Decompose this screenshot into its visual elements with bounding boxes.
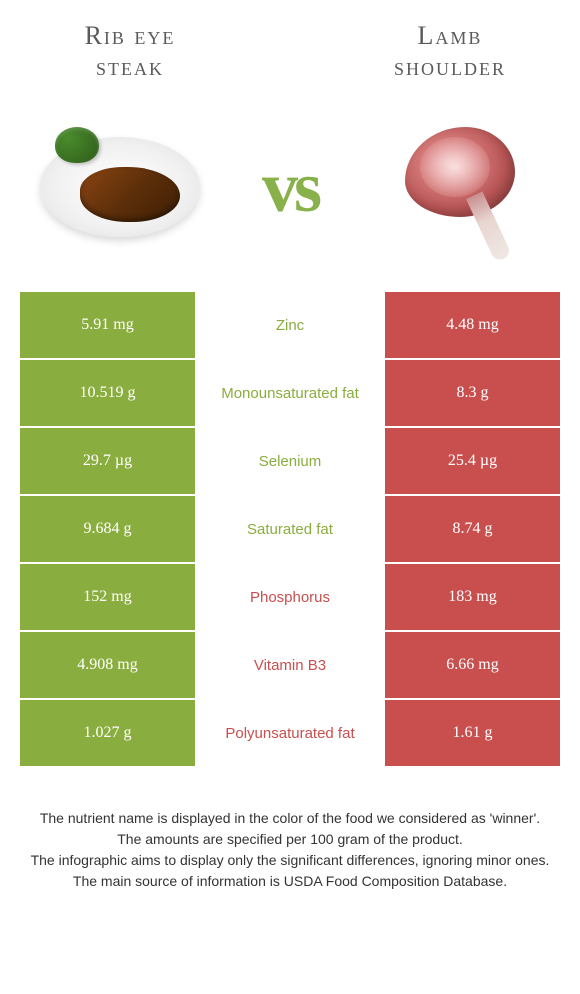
comparison-table: 5.91 mgZinc4.48 mg10.519 gMonounsaturate… [0,292,580,768]
table-row: 1.027 gPolyunsaturated fat1.61 g [20,700,560,768]
right-food-image [370,117,550,257]
left-title-line1: Rib eye [85,21,176,50]
right-value: 4.48 mg [385,292,560,358]
left-value: 5.91 mg [20,292,195,358]
right-value: 1.61 g [385,700,560,766]
nutrient-label: Selenium [195,428,385,494]
vs-label: vs [262,146,318,229]
left-food-image [30,117,210,257]
right-value: 8.74 g [385,496,560,562]
nutrient-label: Saturated fat [195,496,385,562]
footer-line-1: The nutrient name is displayed in the co… [20,808,560,829]
table-row: 29.7 µgSelenium25.4 µg [20,428,560,496]
table-row: 152 mgPhosphorus183 mg [20,564,560,632]
right-value: 8.3 g [385,360,560,426]
nutrient-label: Zinc [195,292,385,358]
footer-notes: The nutrient name is displayed in the co… [0,768,580,912]
left-value: 1.027 g [20,700,195,766]
table-row: 5.91 mgZinc4.48 mg [20,292,560,360]
images-row: vs [0,92,580,292]
right-title-line1: Lamb [418,21,483,50]
left-value: 4.908 mg [20,632,195,698]
left-value: 152 mg [20,564,195,630]
left-title-line2: steak [96,52,164,81]
header: Rib eye steak Lamb shoulder [0,0,580,92]
footer-line-3: The infographic aims to display only the… [20,850,560,871]
table-row: 4.908 mgVitamin B36.66 mg [20,632,560,700]
nutrient-label: Phosphorus [195,564,385,630]
left-title: Rib eye steak [30,20,230,82]
right-value: 6.66 mg [385,632,560,698]
footer-line-2: The amounts are specified per 100 gram o… [20,829,560,850]
left-value: 29.7 µg [20,428,195,494]
nutrient-label: Polyunsaturated fat [195,700,385,766]
left-value: 9.684 g [20,496,195,562]
right-title-line2: shoulder [394,52,506,81]
left-value: 10.519 g [20,360,195,426]
right-title: Lamb shoulder [350,20,550,82]
right-value: 183 mg [385,564,560,630]
table-row: 9.684 gSaturated fat8.74 g [20,496,560,564]
footer-line-4: The main source of information is USDA F… [20,871,560,892]
nutrient-label: Monounsaturated fat [195,360,385,426]
right-value: 25.4 µg [385,428,560,494]
table-row: 10.519 gMonounsaturated fat8.3 g [20,360,560,428]
nutrient-label: Vitamin B3 [195,632,385,698]
